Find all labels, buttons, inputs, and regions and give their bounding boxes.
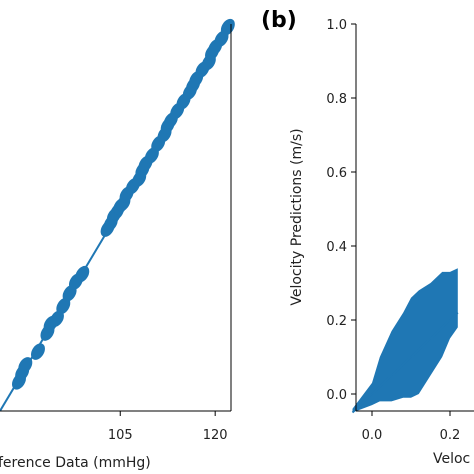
panel-b-y-axis-label: Velocity Predictions (m/s)	[289, 128, 305, 305]
panel-b-y-ticks: 0.0 0.2 0.4 0.6 0.8 1.0	[326, 18, 356, 403]
panel-b-y-tick-label: 0.8	[326, 92, 347, 107]
panel-b-identity-line	[351, 311, 459, 414]
panel-b-data-layer	[351, 268, 459, 414]
panel-b-y-tick-label: 1.0	[326, 18, 347, 33]
panel-a-data-point	[49, 310, 64, 328]
panel-b-x-ticks: 0.0 0.2	[362, 411, 461, 443]
panel-a: 105 120 ference Data (mmHg)	[0, 18, 235, 471]
panel-a-data-point	[56, 297, 71, 315]
panel-b-y-tick-label: 0.0	[326, 388, 347, 403]
panel-a-data-layer	[0, 18, 235, 412]
panel-b-y-tick-label: 0.2	[326, 314, 347, 329]
panel-a-x-axis-label: ference Data (mmHg)	[0, 455, 151, 471]
panel-b-x-axis-label: Veloc	[433, 451, 470, 467]
panel-a-x-tick-label: 105	[108, 428, 133, 443]
panel-b-x-tick-label: 0.2	[440, 428, 461, 443]
panel-b-y-tick-label: 0.6	[326, 166, 347, 181]
panel-a-data-point	[30, 343, 45, 360]
panel-a-data-point	[75, 265, 90, 283]
panel-b-y-tick-label: 0.4	[326, 240, 347, 255]
panel-b: (b) 0.0 0.2 0.4 0.6 0.8 1.0 0.0 0.2 Velocity P…	[261, 8, 474, 467]
panel-b-label: (b)	[261, 8, 297, 33]
panel-b-x-tick-label: 0.0	[362, 428, 383, 443]
panel-a-x-ticks: 105 120	[108, 411, 228, 443]
panel-a-x-tick-label: 120	[203, 428, 228, 443]
panel-a-data-point	[18, 357, 33, 374]
panel-b-prediction-band	[352, 268, 458, 413]
